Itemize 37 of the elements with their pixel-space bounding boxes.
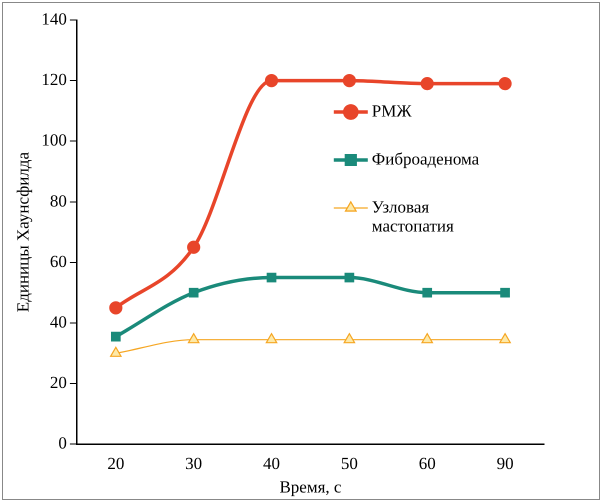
point (109, 301, 122, 314)
point (422, 288, 432, 298)
point (420, 77, 434, 90)
legend-label: Узловая мастопатия (372, 197, 454, 236)
y-tick-label: 20 (50, 373, 67, 392)
point (266, 272, 276, 282)
point (344, 272, 354, 282)
x-tick-label: 90 (496, 454, 514, 473)
point (110, 346, 122, 357)
point (342, 74, 356, 88)
y-tick-label: 60 (50, 252, 67, 271)
y-tick-label: 140 (41, 9, 67, 28)
x-tick-label: 40 (263, 454, 280, 473)
y-tick-label: 80 (50, 191, 67, 210)
point (188, 333, 200, 344)
y-tick-label: 0 (58, 434, 67, 453)
y-tick-label: 40 (50, 312, 67, 332)
y-tick-label: 100 (41, 130, 67, 150)
x-tick-label: 20 (107, 454, 124, 473)
point (498, 77, 512, 90)
point (187, 240, 200, 254)
point (421, 333, 434, 344)
x-tick-label: 60 (418, 454, 436, 473)
x-tick-label: 50 (340, 454, 358, 473)
x-tick-label: 30 (185, 454, 202, 473)
point (344, 333, 356, 344)
point (500, 288, 510, 298)
legend-label: РМЖ (372, 101, 412, 120)
x-axis-title: Время, с (279, 477, 342, 496)
legend-label: Фиброаденома (372, 149, 480, 168)
point (110, 332, 121, 342)
y-axis-title: Единицы Хаунсфилда (14, 152, 33, 312)
point (266, 333, 278, 344)
point (188, 288, 199, 298)
point (499, 333, 511, 344)
point (264, 74, 278, 88)
y-tick-label: 120 (41, 70, 67, 90)
